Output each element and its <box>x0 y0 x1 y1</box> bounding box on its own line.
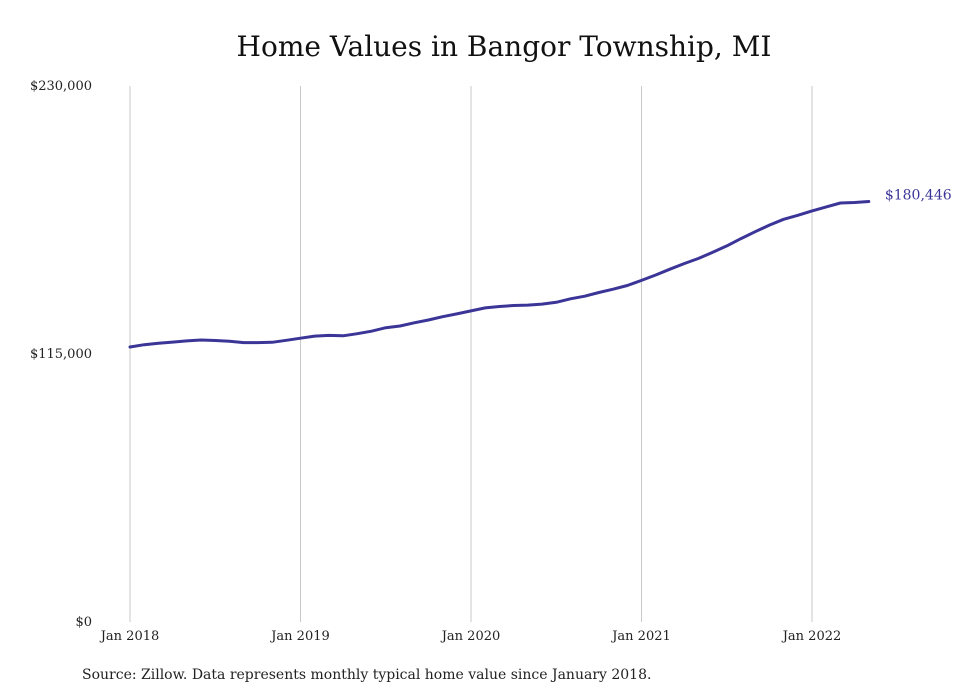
y-tick-label: $115,000 <box>30 347 92 362</box>
series-layer <box>128 200 871 349</box>
end-value-label: $180,446 <box>885 187 952 203</box>
data-label-layer: $180,446 <box>885 187 952 203</box>
y-axis-ticks: $0 $115,000 $230,000 <box>30 79 92 630</box>
gridlines <box>129 86 813 622</box>
series-line <box>128 200 871 349</box>
y-tick-label: $0 <box>75 615 92 630</box>
x-tick-label: Jan 2021 <box>610 629 671 644</box>
x-tick-label: Jan 2022 <box>781 629 842 644</box>
y-tick-label: $230,000 <box>30 79 92 94</box>
x-tick-label: Jan 2019 <box>269 629 330 644</box>
x-tick-label: Jan 2020 <box>440 629 501 644</box>
x-tick-label: Jan 2018 <box>99 629 160 644</box>
chart-title: Home Values in Bangor Township, MI <box>236 30 772 63</box>
x-axis-ticks: Jan 2018 Jan 2019 Jan 2020 Jan 2021 Jan 2022 <box>99 629 842 644</box>
source-note: Source: Zillow. Data represents monthly … <box>82 667 652 683</box>
